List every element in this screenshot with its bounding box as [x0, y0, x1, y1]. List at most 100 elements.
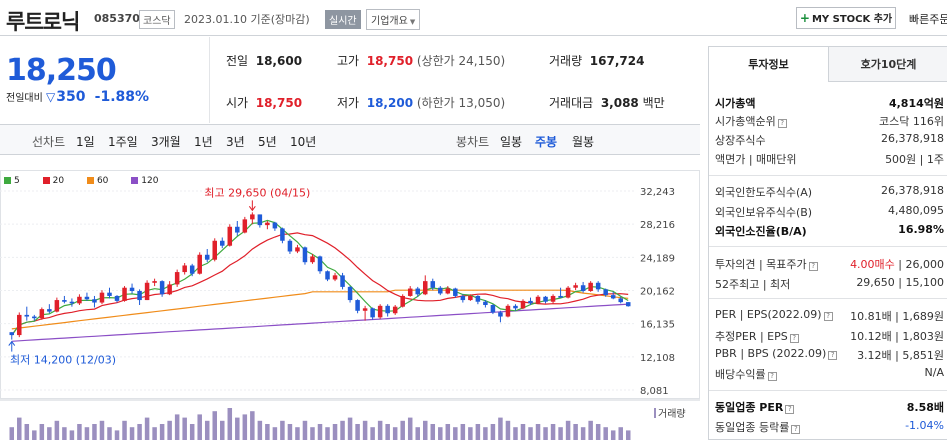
candle-body [535, 296, 541, 304]
volume-bar [505, 420, 511, 440]
volume-bar [430, 424, 436, 440]
est-per-row: 추정PER | EPS? 10.12배 | 1,803원 [715, 330, 944, 343]
volume-bar [498, 417, 503, 440]
opinion-row: 투자의견 | 목표주가? 4.00매수 | 26,000 [715, 258, 944, 271]
candle-body [595, 282, 601, 290]
volume-bar [595, 424, 601, 440]
help-icon: ? [785, 405, 795, 414]
volume-bar [422, 420, 428, 440]
tab-order-book[interactable]: 호가10단계 [829, 47, 947, 82]
volume-bar [257, 420, 263, 440]
period-3y[interactable]: 3년 [226, 135, 245, 149]
period-3m[interactable]: 3개월 [151, 135, 181, 149]
volume-bar [107, 427, 112, 440]
chevron-down-icon: ▼ [409, 18, 416, 26]
candle-body [152, 281, 157, 283]
volume-bar [189, 424, 195, 440]
candle-body [625, 302, 631, 307]
candle-weekly[interactable]: 주봉 [535, 135, 558, 149]
help-icon: ? [789, 334, 799, 343]
candle-body [280, 228, 285, 241]
foreign-ratio-row: 외국인소진율(B/A) 16.98% [715, 223, 944, 238]
volume-bar [370, 427, 375, 440]
volume-bar [114, 430, 120, 440]
candle-body [528, 300, 533, 304]
period-1d[interactable]: 1일 [76, 135, 95, 149]
help-icon: ? [828, 351, 838, 360]
tab-invest-info[interactable]: 투자정보 [709, 47, 829, 82]
market-cap-row: 시가총액 4,814억원 [715, 97, 944, 110]
volume-bar [588, 420, 593, 440]
volume: 거래량 167,724 [549, 54, 645, 68]
period-1y[interactable]: 1년 [194, 135, 213, 149]
volume-bar [39, 424, 45, 440]
candle-body [550, 295, 556, 302]
volume-bar [415, 427, 420, 440]
candle-body [543, 296, 548, 302]
realtime-button[interactable]: 실시간 [325, 10, 361, 29]
change-value: 350 [56, 89, 86, 105]
my-stock-add-button[interactable]: + MY STOCK 추가 [796, 7, 896, 29]
candle-body [265, 222, 270, 226]
period-1w[interactable]: 1주일 [108, 135, 138, 149]
candle-body [295, 247, 300, 252]
candle-body [77, 296, 82, 304]
candle-chart-label: 봉차트 [456, 135, 490, 149]
change-label: 전일대비 [6, 93, 43, 104]
low-price: 저가 18,200 (하한가 13,050) [337, 96, 506, 110]
volume-bar [280, 420, 285, 440]
industry-rate-row: 동일업종 등락률? -1.04% [715, 419, 944, 434]
open-price: 시가 18,750 [226, 96, 303, 110]
candle-body [498, 312, 503, 317]
candle-body [204, 254, 210, 260]
candle-body [114, 295, 120, 301]
period-10y[interactable]: 10년 [290, 135, 317, 149]
help-icon: ? [777, 119, 787, 128]
quick-order-link[interactable]: 빠른주문 [909, 13, 947, 26]
help-icon: ? [767, 372, 777, 381]
candle-body [317, 256, 323, 272]
legend-ma60: 60 [86, 176, 118, 186]
volume-bar [460, 424, 466, 440]
industry-per-row: 동일업종 PER? 8.58배 [715, 401, 944, 414]
candle-body [69, 301, 75, 304]
volume-bar [84, 427, 90, 440]
line-chart-label: 선차트 [32, 135, 66, 149]
date-text: 2023.01.10 기준(장마감) [184, 13, 310, 26]
volume-bar [340, 420, 345, 440]
candle-body [137, 291, 142, 301]
candle-monthly[interactable]: 월봉 [572, 135, 595, 149]
company-overview-dropdown[interactable]: 기업개요 ▼ [366, 9, 421, 30]
volume-bar [287, 424, 293, 440]
candle-body [54, 300, 60, 312]
y-tick-label: 28,216 [640, 220, 675, 231]
volume-bar [565, 420, 571, 440]
candle-body [122, 287, 127, 301]
volume-bar [265, 424, 270, 440]
volume-bar [550, 424, 556, 440]
volume-bar [92, 424, 97, 440]
volume-bar [483, 427, 488, 440]
candle-body [377, 305, 383, 318]
cap-rank-row: 시가총액순위? 코스닥 116위 [715, 115, 944, 128]
candle-body [490, 305, 496, 313]
volume-bar [302, 420, 308, 440]
ma60-line [11, 289, 629, 330]
volume-bar [242, 414, 248, 440]
candle-daily[interactable]: 일봉 [500, 135, 523, 149]
candle-body [220, 240, 225, 246]
volume-bar [129, 427, 135, 440]
candle-body [287, 240, 293, 252]
period-bar: 선차트 1일 1주일 3개월 1년 3년 5년 10년 봉차트 일봉 주봉 월봉 [0, 124, 700, 155]
help-icon: ? [823, 312, 833, 321]
candle-body [99, 292, 105, 303]
candlestick-chart[interactable]: 32,243 28,216 24,189 20,162 16,135 12,108 8,08… [0, 170, 700, 440]
candle-body [580, 285, 586, 292]
y-tick-label: 32,243 [640, 187, 675, 198]
candle-body [84, 296, 90, 300]
my-stock-label: MY STOCK 추가 [811, 14, 893, 25]
candle-body [565, 287, 571, 298]
price-change: 전일대비 ▽350 -1.88% [6, 89, 149, 105]
period-5y[interactable]: 5년 [258, 135, 277, 149]
candle-body [347, 286, 353, 301]
